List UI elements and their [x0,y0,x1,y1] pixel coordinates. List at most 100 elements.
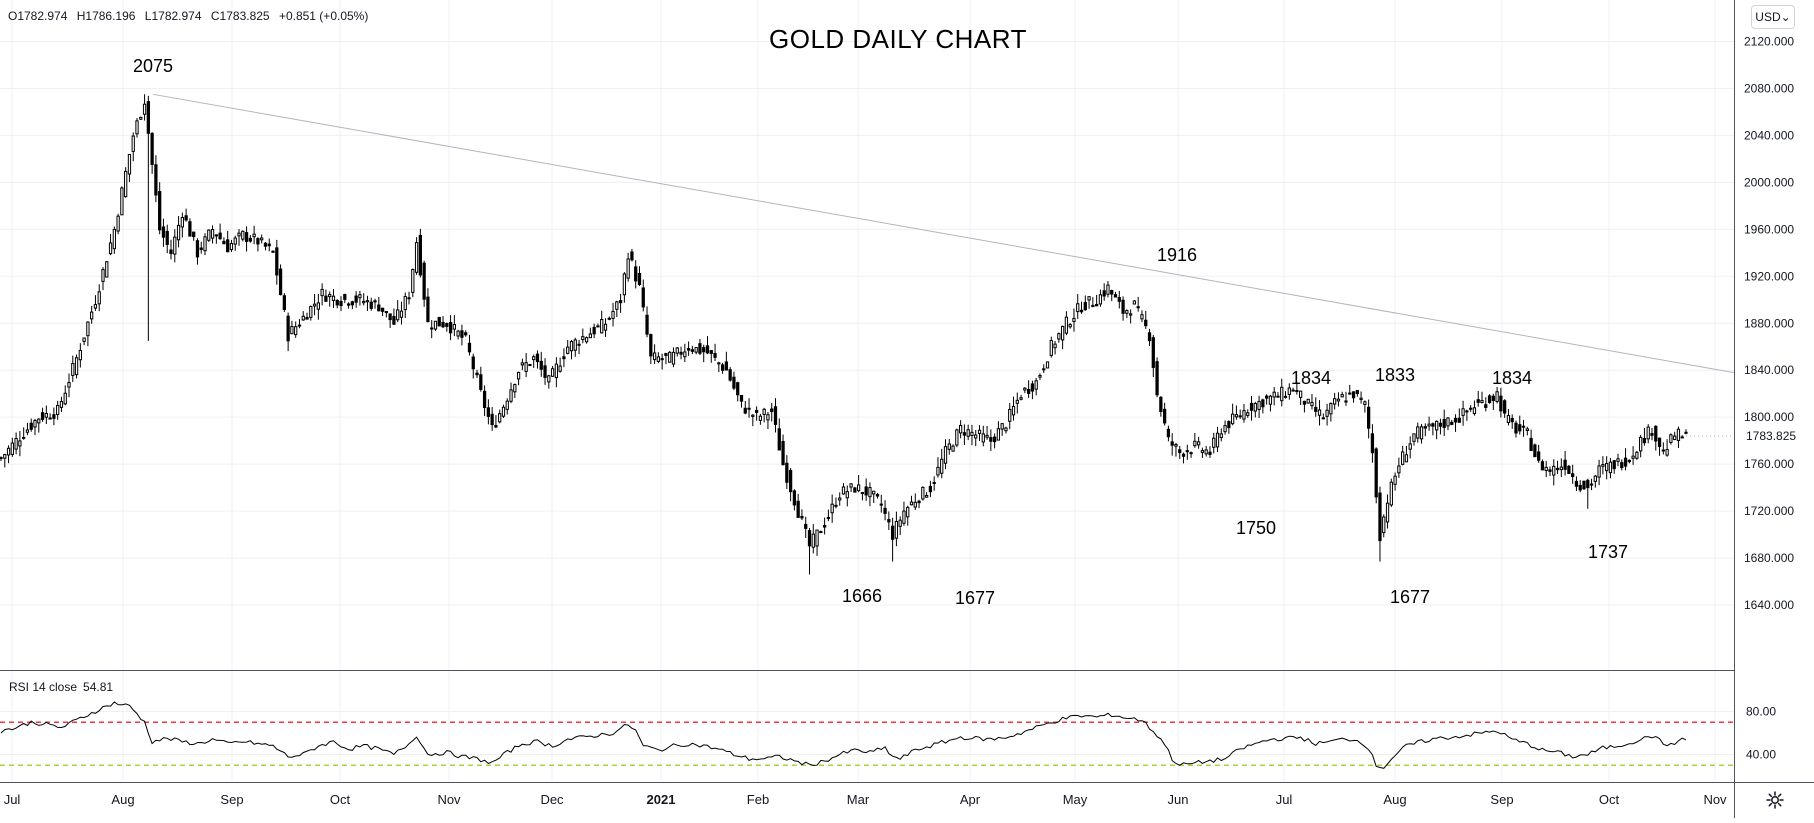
candle-body [1684,431,1688,434]
candle-body [853,487,857,493]
candle-body [1529,437,1533,452]
candle-body [1623,457,1628,467]
candle-body [509,389,513,402]
y-tick-label: 2120.000 [1744,34,1794,48]
candle-body [482,390,487,408]
candle-body [90,311,94,320]
candle-body [222,240,226,245]
candle-body [40,412,45,420]
candle-body [343,294,347,300]
candle-body [637,273,642,286]
candle-body [539,360,543,370]
candle-body [864,486,868,496]
candle-body [316,302,320,310]
candle-body [550,368,555,377]
candle-body [471,356,475,370]
candle-body [762,408,766,415]
candle-body [1370,433,1375,454]
candle-body [649,334,653,357]
rsi-label: RSI 14 close [9,680,78,694]
candle-body [1646,426,1650,440]
candle-body [297,324,302,327]
candle-body [1227,421,1231,429]
candle-body [1166,428,1171,438]
candle-body [516,371,521,380]
candle-body [286,315,290,342]
candle-body [1631,455,1635,459]
candle-body [875,493,880,497]
candle-body [154,164,158,196]
x-tick-label: 2021 [647,792,676,807]
y-tick-label: 1880.000 [1744,316,1794,330]
candle-body [475,372,479,376]
candle-body [346,303,351,306]
candle-body [1261,399,1265,408]
candle-body [1272,391,1276,398]
candle-body [819,531,823,534]
gear-icon[interactable] [1765,790,1785,810]
candle-body [1295,390,1299,393]
y-tick-label: 1720.000 [1744,504,1794,518]
candle-body [1427,423,1431,427]
price-annotation: 1677 [955,588,995,608]
candle-body [498,413,502,423]
candle-body [6,447,11,456]
candle-body [146,101,150,134]
candle-body [1162,408,1167,424]
y-tick-label: 1840.000 [1744,363,1794,377]
candle-body [271,250,275,253]
candle-body [1469,407,1473,410]
candle-body [1076,303,1080,313]
candle-body [1280,386,1284,402]
candle-body [1620,462,1624,469]
candle-body [173,236,177,255]
candle-body [354,295,358,303]
y-tick-label: 1920.000 [1744,269,1794,283]
candle-body [1642,438,1647,444]
candle-body [747,407,751,410]
candle-body [622,273,627,296]
candle-body [1049,340,1053,356]
candle-body [195,240,200,258]
candle-body [373,300,377,303]
candle-body [966,429,970,437]
candle-body [52,414,56,419]
candle-body [278,268,283,296]
candle-body [1008,408,1012,422]
candle-body [1589,483,1594,486]
candle-body [108,242,113,255]
candle-body [1438,422,1443,427]
candle-body [792,490,797,506]
candle-body [1019,397,1023,400]
candle-body [407,297,411,300]
candle-body [1336,398,1341,402]
candle-body [686,348,691,351]
candle-body [1333,398,1337,405]
candle-body [1155,361,1159,396]
candle-body [1106,284,1110,295]
price-annotation: 1834 [1291,368,1331,388]
candle-body [282,295,286,310]
candle-body [1117,297,1121,302]
candle-body [815,529,819,547]
candle-body [244,232,249,242]
candle-body [1472,407,1477,415]
trend-line [152,93,1735,374]
candle-body [396,309,400,321]
candle-body [1552,465,1556,476]
candle-body [611,310,615,319]
candle-body [1147,332,1152,342]
candle-body [241,230,245,240]
candle-body [418,234,422,276]
candle-body [158,191,162,231]
candle-body [834,504,838,507]
candle-body [675,347,679,354]
candle-body [860,492,865,495]
candle-body [1283,395,1288,398]
candle-body [1385,502,1390,523]
y-tick-label: 2000.000 [1744,175,1794,189]
currency-button[interactable]: USD⌄ [1751,5,1795,29]
candle-body [1072,317,1076,322]
candle-body [758,415,763,421]
